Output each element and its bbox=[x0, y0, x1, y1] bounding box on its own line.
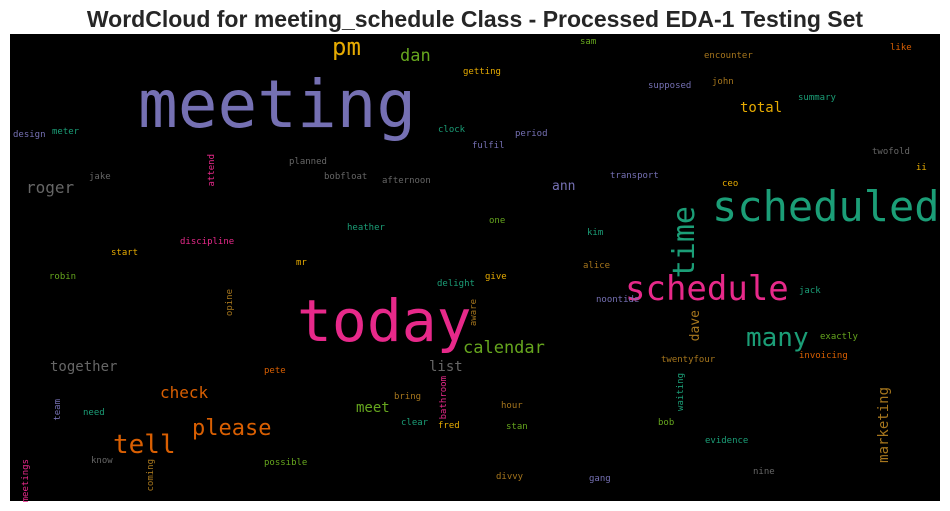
word-fulfil: fulfil bbox=[472, 141, 505, 151]
word-ii: ii bbox=[916, 163, 927, 173]
word-today: today bbox=[297, 287, 472, 355]
word-scheduled: scheduled bbox=[712, 182, 940, 231]
word-roger: roger bbox=[26, 178, 75, 197]
word-hour: hour bbox=[501, 401, 523, 411]
word-kim: kim bbox=[587, 228, 604, 238]
word-discipline: discipline bbox=[180, 237, 235, 247]
word-coming: coming bbox=[146, 459, 156, 492]
word-john: john bbox=[712, 77, 734, 87]
word-attend: attend bbox=[207, 154, 217, 187]
word-jake: jake bbox=[89, 172, 111, 182]
word-like: like bbox=[890, 43, 912, 53]
word-noontide: noontide bbox=[596, 295, 640, 305]
word-evidence: evidence bbox=[705, 436, 749, 446]
word-know: know bbox=[91, 456, 113, 466]
word-tell: tell bbox=[113, 430, 176, 460]
word-bathroom: bathroom bbox=[439, 376, 449, 420]
word-delight: delight bbox=[437, 279, 475, 289]
word-ann: ann bbox=[552, 179, 576, 194]
word-calendar: calendar bbox=[463, 338, 545, 358]
word-check: check bbox=[160, 383, 209, 402]
word-marketing: marketing bbox=[876, 387, 892, 463]
word-dan: dan bbox=[400, 46, 431, 66]
word-possible: possible bbox=[264, 458, 308, 468]
word-heather: heather bbox=[347, 223, 385, 233]
word-clear: clear bbox=[401, 418, 429, 428]
word-pete: pete bbox=[264, 366, 286, 376]
word-bobfloat: bobfloat bbox=[324, 172, 368, 182]
word-please: please bbox=[192, 416, 272, 441]
word-summary: summary bbox=[798, 93, 836, 103]
word-together: together bbox=[50, 359, 118, 375]
word-transport: transport bbox=[610, 171, 659, 181]
word-start: start bbox=[111, 248, 139, 258]
word-aware: aware bbox=[469, 299, 479, 327]
word-afternoon: afternoon bbox=[382, 176, 431, 186]
word-divvy: divvy bbox=[496, 472, 524, 482]
word-schedule: schedule bbox=[625, 269, 789, 309]
word-getting: getting bbox=[463, 67, 501, 77]
word-twentyfour: twentyfour bbox=[661, 355, 716, 365]
word-nine: nine bbox=[753, 467, 775, 477]
word-meet: meet bbox=[356, 400, 390, 416]
word-planned: planned bbox=[289, 157, 327, 167]
word-clock: clock bbox=[438, 125, 466, 135]
word-gang: gang bbox=[589, 474, 611, 484]
word-many: many bbox=[746, 323, 809, 353]
word-supposed: supposed bbox=[648, 81, 692, 91]
word-time: time bbox=[667, 206, 702, 279]
word-ceo: ceo bbox=[722, 179, 739, 189]
word-meeting: meeting bbox=[138, 66, 417, 143]
word-alice: alice bbox=[583, 261, 611, 271]
wordcloud-canvas: meeting today scheduled schedule time pm many t… bbox=[10, 33, 940, 503]
word-exactly: exactly bbox=[820, 332, 858, 342]
word-give: give bbox=[485, 272, 507, 282]
word-list: list bbox=[429, 359, 463, 375]
word-opine: opine bbox=[225, 289, 235, 317]
word-bring: bring bbox=[394, 392, 422, 402]
word-period: period bbox=[515, 129, 548, 139]
word-invoicing: invoicing bbox=[799, 351, 848, 361]
word-meetings: meetings bbox=[21, 459, 31, 503]
word-one: one bbox=[489, 216, 506, 226]
word-pm: pm bbox=[332, 33, 361, 61]
word-design: design bbox=[13, 130, 46, 140]
word-meter: meter bbox=[52, 127, 80, 137]
word-twofold: twofold bbox=[872, 147, 910, 157]
word-dave: dave bbox=[688, 310, 703, 342]
word-robin: robin bbox=[49, 272, 77, 282]
word-fred: fred bbox=[438, 421, 460, 431]
word-encounter: encounter bbox=[704, 51, 753, 61]
word-jack: jack bbox=[799, 286, 821, 296]
word-sam: sam bbox=[580, 37, 597, 47]
word-stan: stan bbox=[506, 422, 528, 432]
chart-title: WordCloud for meeting_schedule Class - P… bbox=[86, 6, 864, 32]
word-bob: bob bbox=[658, 418, 675, 428]
word-waiting: waiting bbox=[676, 373, 686, 411]
word-mr: mr bbox=[296, 258, 307, 268]
word-team: team bbox=[53, 399, 63, 421]
word-need: need bbox=[83, 408, 105, 418]
word-total: total bbox=[740, 100, 783, 116]
